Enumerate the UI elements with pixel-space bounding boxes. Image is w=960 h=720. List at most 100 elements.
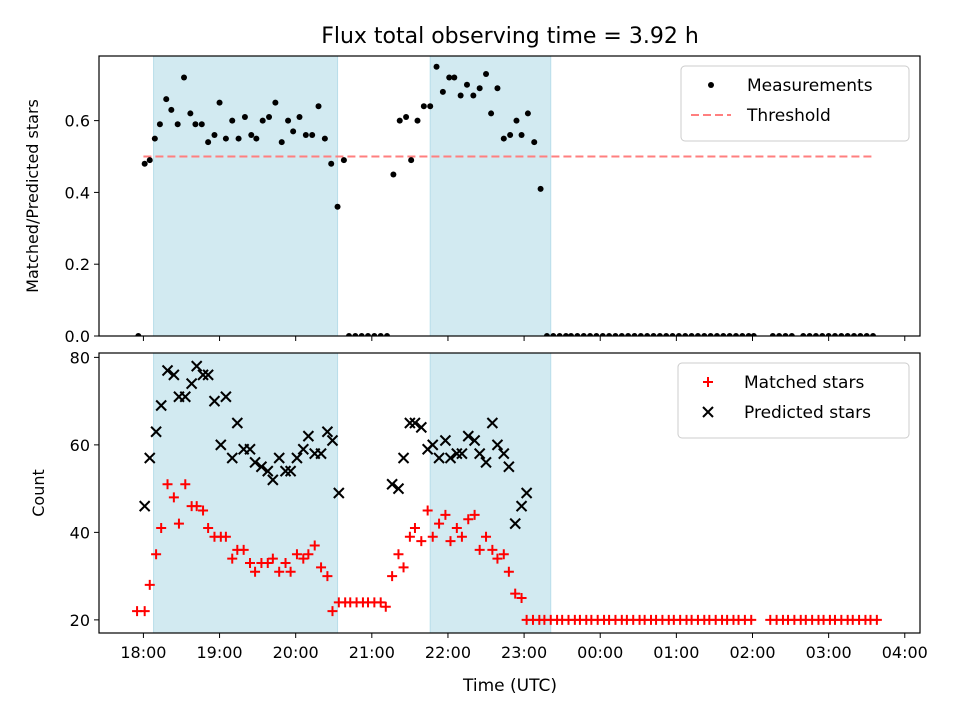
matched-star-point xyxy=(474,544,485,555)
measurement-point xyxy=(694,333,701,336)
matched-star-point xyxy=(498,549,509,560)
matched-star-point xyxy=(380,601,391,612)
matched-star-point xyxy=(393,549,404,560)
predicted-star-point xyxy=(515,500,528,512)
measurement-point xyxy=(272,99,279,106)
predicted-star-point xyxy=(255,461,268,473)
measurement-point xyxy=(656,333,663,336)
measurement-point xyxy=(290,128,297,135)
measurement-point xyxy=(612,333,619,336)
measurement-point xyxy=(420,103,427,110)
legend-label: Measurements xyxy=(747,76,873,96)
measurement-point xyxy=(531,139,538,146)
measurement-point xyxy=(156,121,163,128)
measurement-point xyxy=(241,114,248,121)
matched-star-point xyxy=(298,553,309,564)
x-tick-label: 23:00 xyxy=(501,643,547,662)
measurement-point xyxy=(352,333,359,336)
predicted-star-point xyxy=(249,456,261,469)
measurement-point xyxy=(550,333,557,336)
predicted-star-point xyxy=(520,487,533,499)
predicted-star-point xyxy=(468,434,481,447)
measurement-point xyxy=(713,333,720,336)
measurement-point xyxy=(384,333,391,336)
measurement-point xyxy=(309,131,316,138)
legend-box xyxy=(677,362,910,439)
measurement-point xyxy=(278,139,285,146)
matched-star-point xyxy=(516,593,527,603)
measurement-point xyxy=(488,110,495,117)
measurement-point xyxy=(618,333,625,336)
legend-label: Matched stars xyxy=(744,373,864,393)
measurement-point xyxy=(524,110,531,117)
predicted-star-point xyxy=(302,430,315,442)
measurement-point xyxy=(701,333,708,336)
measurement-point xyxy=(168,106,175,113)
measurement-point xyxy=(568,333,575,336)
matched-star-point xyxy=(409,523,420,533)
measurement-point xyxy=(788,333,795,336)
matched-star-point xyxy=(327,606,338,617)
bottom-subplot: 20 40 60 80 18:00 19:00 20:00 21:00 22:00 23:00 00… xyxy=(70,348,928,662)
predicted-star-point xyxy=(226,452,238,464)
matched-star-point xyxy=(456,531,467,542)
measurement-point xyxy=(253,135,260,142)
matched-star-point xyxy=(274,566,285,577)
predicted-star-point xyxy=(427,439,439,451)
measurement-point xyxy=(769,333,776,336)
matched-star-point xyxy=(227,553,238,564)
measurement-point xyxy=(851,333,858,336)
measurement-point xyxy=(750,333,757,336)
predicted-star-point xyxy=(404,417,416,429)
measurement-point xyxy=(476,85,483,92)
measurement-point xyxy=(574,333,581,336)
measurement-point xyxy=(644,333,651,336)
predicted-star-point xyxy=(409,417,421,429)
matched-star-point xyxy=(238,544,249,555)
measurement-point xyxy=(451,74,458,81)
matched-star-point xyxy=(280,558,291,568)
matched-star-point xyxy=(144,579,155,590)
measurement-point xyxy=(216,99,223,106)
predicted-star-point xyxy=(451,447,463,460)
matched-star-point xyxy=(262,558,273,568)
measurement-point xyxy=(285,117,292,124)
matched-star-point xyxy=(220,531,231,542)
x-tick-label: 20:00 xyxy=(273,643,319,662)
predicted-star-point xyxy=(185,377,198,390)
matched-star-point xyxy=(267,553,278,564)
measurement-point xyxy=(146,157,153,164)
predicted-star-point xyxy=(321,426,334,438)
measurement-point xyxy=(408,157,415,164)
measurement-point xyxy=(192,121,199,128)
predicted-star-point xyxy=(244,443,256,455)
predicted-star-point xyxy=(386,478,398,490)
measurement-point xyxy=(562,333,569,336)
predicted-star-point xyxy=(208,395,221,407)
predicted-star-point xyxy=(462,430,474,442)
measurement-point xyxy=(141,160,148,167)
measurement-point xyxy=(831,333,838,336)
predicted-star-point xyxy=(150,426,162,438)
plot-frame xyxy=(98,55,921,337)
predicted-star-point xyxy=(168,369,180,381)
predicted-star-point xyxy=(262,465,274,477)
matched-star-point xyxy=(445,536,456,547)
measurement-point xyxy=(427,103,434,110)
predicted-star-point xyxy=(509,517,521,530)
measurement-point xyxy=(819,333,826,336)
measurement-point xyxy=(806,333,813,336)
matched-star-point xyxy=(398,562,409,573)
matched-star-point xyxy=(440,509,451,520)
measurement-point xyxy=(663,333,670,336)
measurement-point xyxy=(682,333,689,336)
measurement-point xyxy=(340,157,347,164)
measurement-point xyxy=(720,333,727,336)
measurement-point xyxy=(229,117,236,124)
predicted-star-point xyxy=(179,391,191,403)
y-tick-label: 60 xyxy=(70,436,90,455)
measurement-point xyxy=(631,333,638,336)
measurement-point xyxy=(328,160,335,167)
observing-window-2 xyxy=(429,56,552,336)
